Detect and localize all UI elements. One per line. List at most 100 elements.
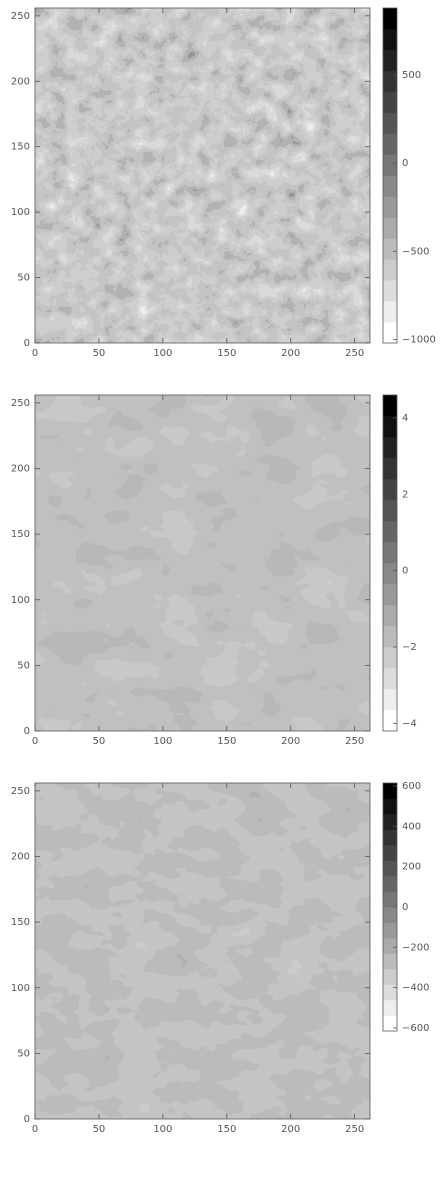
colorbar-step: [383, 155, 397, 176]
page: 050100150200250050100150200250−1000−5000…: [0, 0, 440, 1189]
colorbar-step: [383, 861, 397, 877]
y-tick-label: 200: [11, 852, 30, 863]
y-tick-label: 50: [17, 660, 30, 671]
colorbar-step: [383, 814, 397, 830]
y-tick-label: 250: [11, 398, 30, 409]
y-tick-label: 250: [11, 786, 30, 797]
colorbar-tick-label: −200: [402, 942, 429, 953]
y-tick-label: 50: [17, 1048, 30, 1059]
y-tick-label: 200: [11, 76, 30, 87]
x-tick-label: 150: [217, 348, 236, 359]
x-tick-label: 0: [32, 1124, 38, 1135]
x-tick-label: 200: [281, 736, 300, 747]
colorbar-tick-label: 600: [402, 781, 421, 792]
colorbar-step: [383, 8, 397, 29]
y-tick-label: 250: [11, 11, 30, 22]
colorbar-tick-label: −500: [402, 246, 429, 257]
colorbar-step: [383, 584, 397, 605]
colorbar-step: [383, 923, 397, 939]
x-tick-label: 50: [93, 1124, 106, 1135]
colorbar-step: [383, 830, 397, 846]
y-tick-label: 150: [11, 142, 30, 153]
y-tick-label: 100: [11, 983, 30, 994]
colorbar-step: [383, 845, 397, 861]
colorbar-step: [383, 29, 397, 50]
figure: 050100150200250050100150200250−1000−5000…: [0, 0, 440, 1189]
colorbar-step: [383, 710, 397, 731]
colorbar-step: [383, 196, 397, 217]
x-tick-label: 250: [345, 1124, 364, 1135]
y-tick-label: 100: [11, 207, 30, 218]
x-tick-label: 100: [153, 348, 172, 359]
colorbar-tick-label: 0: [402, 158, 408, 169]
colorbar-step: [383, 876, 397, 892]
colorbar-step: [383, 985, 397, 1001]
colorbar-step: [383, 176, 397, 197]
colorbar-step: [383, 437, 397, 458]
y-tick-label: 150: [11, 529, 30, 540]
colorbar-step: [383, 113, 397, 134]
colorbar-step: [383, 259, 397, 280]
colorbar-step: [383, 217, 397, 238]
colorbar-tick-label: 2: [402, 489, 408, 500]
x-tick-label: 100: [153, 736, 172, 747]
colorbar-step: [383, 416, 397, 437]
colorbar-step: [383, 907, 397, 923]
x-tick-label: 50: [93, 348, 106, 359]
colorbar-tick-label: 0: [402, 902, 408, 913]
y-tick-label: 200: [11, 464, 30, 475]
colorbar-tick-label: 4: [402, 413, 408, 424]
x-tick-label: 0: [32, 348, 38, 359]
colorbar-step: [383, 500, 397, 521]
colorbar-step: [383, 605, 397, 626]
x-tick-label: 0: [32, 736, 38, 747]
colorbar-tick-label: −400: [402, 983, 429, 994]
y-tick-label: 0: [24, 726, 30, 737]
x-tick-label: 50: [93, 736, 106, 747]
colorbar-step: [383, 626, 397, 647]
colorbar-tick-label: −2: [402, 642, 417, 653]
x-tick-label: 200: [281, 348, 300, 359]
colorbar-step: [383, 458, 397, 479]
colorbar-step: [383, 892, 397, 908]
x-tick-label: 200: [281, 1124, 300, 1135]
colorbar-step: [383, 71, 397, 92]
x-tick-label: 150: [217, 736, 236, 747]
colorbar-step: [383, 542, 397, 563]
colorbar-step: [383, 521, 397, 542]
heatmap-image: [35, 783, 370, 1119]
colorbar-tick-label: 400: [402, 821, 421, 832]
y-tick-label: 50: [17, 273, 30, 284]
colorbar-step: [383, 50, 397, 71]
colorbar-step: [383, 799, 397, 815]
colorbar-step: [383, 322, 397, 343]
colorbar-step: [383, 1000, 397, 1016]
colorbar-step: [383, 563, 397, 584]
colorbar-step: [383, 134, 397, 155]
colorbar-step: [383, 479, 397, 500]
colorbar-step: [383, 280, 397, 301]
x-tick-label: 250: [345, 736, 364, 747]
x-tick-label: 250: [345, 348, 364, 359]
x-tick-label: 100: [153, 1124, 172, 1135]
colorbar-step: [383, 1016, 397, 1032]
colorbar-tick-label: 500: [402, 70, 421, 81]
colorbar-step: [383, 689, 397, 710]
colorbar-step: [383, 668, 397, 689]
colorbar-tick-label: 0: [402, 566, 408, 577]
colorbar-step: [383, 954, 397, 970]
y-tick-label: 0: [24, 338, 30, 349]
colorbar-step: [383, 647, 397, 668]
colorbar-tick-label: −1000: [402, 334, 436, 345]
colorbar-step: [383, 938, 397, 954]
colorbar-step: [383, 783, 397, 799]
colorbar-step: [383, 301, 397, 322]
colorbar-step: [383, 969, 397, 985]
colorbar-tick-label: 200: [402, 862, 421, 873]
colorbar-step: [383, 238, 397, 259]
colorbar-tick-label: −600: [402, 1023, 429, 1034]
heatmap-image: [35, 8, 370, 343]
y-tick-label: 150: [11, 917, 30, 928]
y-tick-label: 100: [11, 595, 30, 606]
colorbar-step: [383, 92, 397, 113]
